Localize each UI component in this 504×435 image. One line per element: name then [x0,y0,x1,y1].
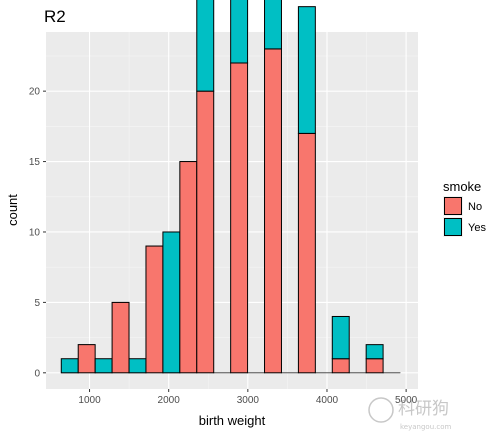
y-axis-title: count [5,194,20,226]
legend-swatch-yes [444,218,462,236]
bar-no [365,358,384,374]
legend-label-no: No [468,201,482,213]
bar-no [77,344,96,374]
x-tick-label: 3000 [237,395,260,406]
y-tick-label: 10 [29,227,41,238]
bar-no [331,358,350,374]
bar-yes [94,358,113,374]
legend: smoke No Yes [443,179,486,237]
x-axis-title: birth weight [199,413,266,428]
bar-no [297,132,316,374]
legend-title: smoke [443,179,481,194]
bar-no [111,301,130,374]
watermark-subtext: keyangou.com [400,423,451,431]
y-tick-label: 0 [34,368,40,379]
y-tick-label: 15 [29,157,41,168]
bars [60,0,401,374]
bar-yes [365,344,384,360]
bar-yes [230,0,249,64]
y-axis-ticks: 0 5 10 15 20 [29,87,46,379]
chart-title: R2 [44,7,66,26]
bar-yes [128,358,147,374]
legend-label-yes: Yes [468,222,486,234]
bar-yes [297,6,316,134]
bar-no [264,48,282,374]
bar-yes [331,315,350,360]
x-tick-label: 4000 [316,395,339,406]
watermark-text: 科研狗 [398,399,449,419]
bar-no [196,90,215,374]
y-tick-label: 20 [29,87,41,98]
watermark: 科研狗 keyangou.com [368,397,451,431]
bar-no [230,62,249,374]
x-tick-label: 5000 [395,395,418,406]
bar-yes [264,0,282,50]
x-tick-label: 2000 [158,395,181,406]
x-axis-ticks: 1000 2000 3000 4000 5000 [78,389,418,406]
watermark-logo-icon [368,397,394,423]
x-tick-label: 1000 [78,395,101,406]
bar-no [145,245,164,374]
bar-yes [162,231,181,374]
legend-swatch-no [444,197,462,215]
bar-yes [196,0,215,92]
y-tick-label: 5 [34,298,40,309]
bar-no [179,161,198,374]
bar-yes [60,358,79,374]
